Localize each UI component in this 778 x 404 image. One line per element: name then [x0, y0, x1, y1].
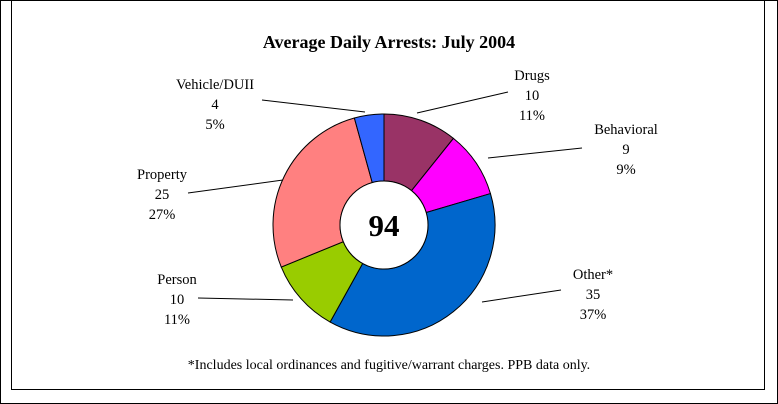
label-property: Property 25 27% — [122, 165, 202, 225]
label-person-value: 10 — [169, 292, 185, 308]
leader-line-property — [187, 179, 284, 194]
label-behavioral: Behavioral 9 9% — [576, 120, 676, 180]
label-vehicle-duii-value: 4 — [211, 97, 219, 113]
label-vehicle-duii-name: Vehicle/DUII — [175, 77, 255, 93]
label-drugs-percent: 11% — [518, 108, 546, 124]
leader-line-drugs — [416, 91, 509, 114]
label-property-value: 25 — [154, 187, 170, 203]
label-vehicle-duii: Vehicle/DUII 4 5% — [160, 75, 270, 135]
label-person: Person 10 11% — [142, 270, 212, 330]
label-behavioral-value: 9 — [622, 142, 630, 158]
leader-line-behavioral — [487, 147, 583, 159]
label-behavioral-name: Behavioral — [594, 122, 658, 138]
chart-footnote: *Includes local ordinances and fugitive/… — [187, 358, 591, 373]
label-drugs: Drugs 10 11% — [502, 66, 562, 126]
chart-border — [11, 0, 765, 390]
label-property-percent: 27% — [148, 207, 176, 223]
chart-title: Average Daily Arrests: July 2004 — [262, 32, 516, 52]
label-vehicle-duii-percent: 5% — [205, 117, 225, 133]
label-property-name: Property — [137, 167, 187, 183]
donut-hole — [339, 180, 429, 270]
label-person-percent: 11% — [163, 312, 191, 328]
label-drugs-name: Drugs — [514, 68, 550, 84]
leader-line-person — [197, 297, 294, 301]
leader-line-other — [481, 289, 562, 303]
label-behavioral-percent: 9% — [616, 162, 636, 178]
label-other-name: Other* — [572, 267, 614, 283]
center-total-label: 94 — [369, 208, 400, 243]
label-other: Other* 35 37% — [553, 265, 633, 325]
leader-line-vehicle-duii — [261, 99, 366, 113]
label-drugs-value: 10 — [524, 88, 540, 104]
label-other-percent: 37% — [579, 307, 607, 323]
label-other-value: 35 — [585, 287, 601, 303]
label-person-name: Person — [157, 272, 197, 288]
